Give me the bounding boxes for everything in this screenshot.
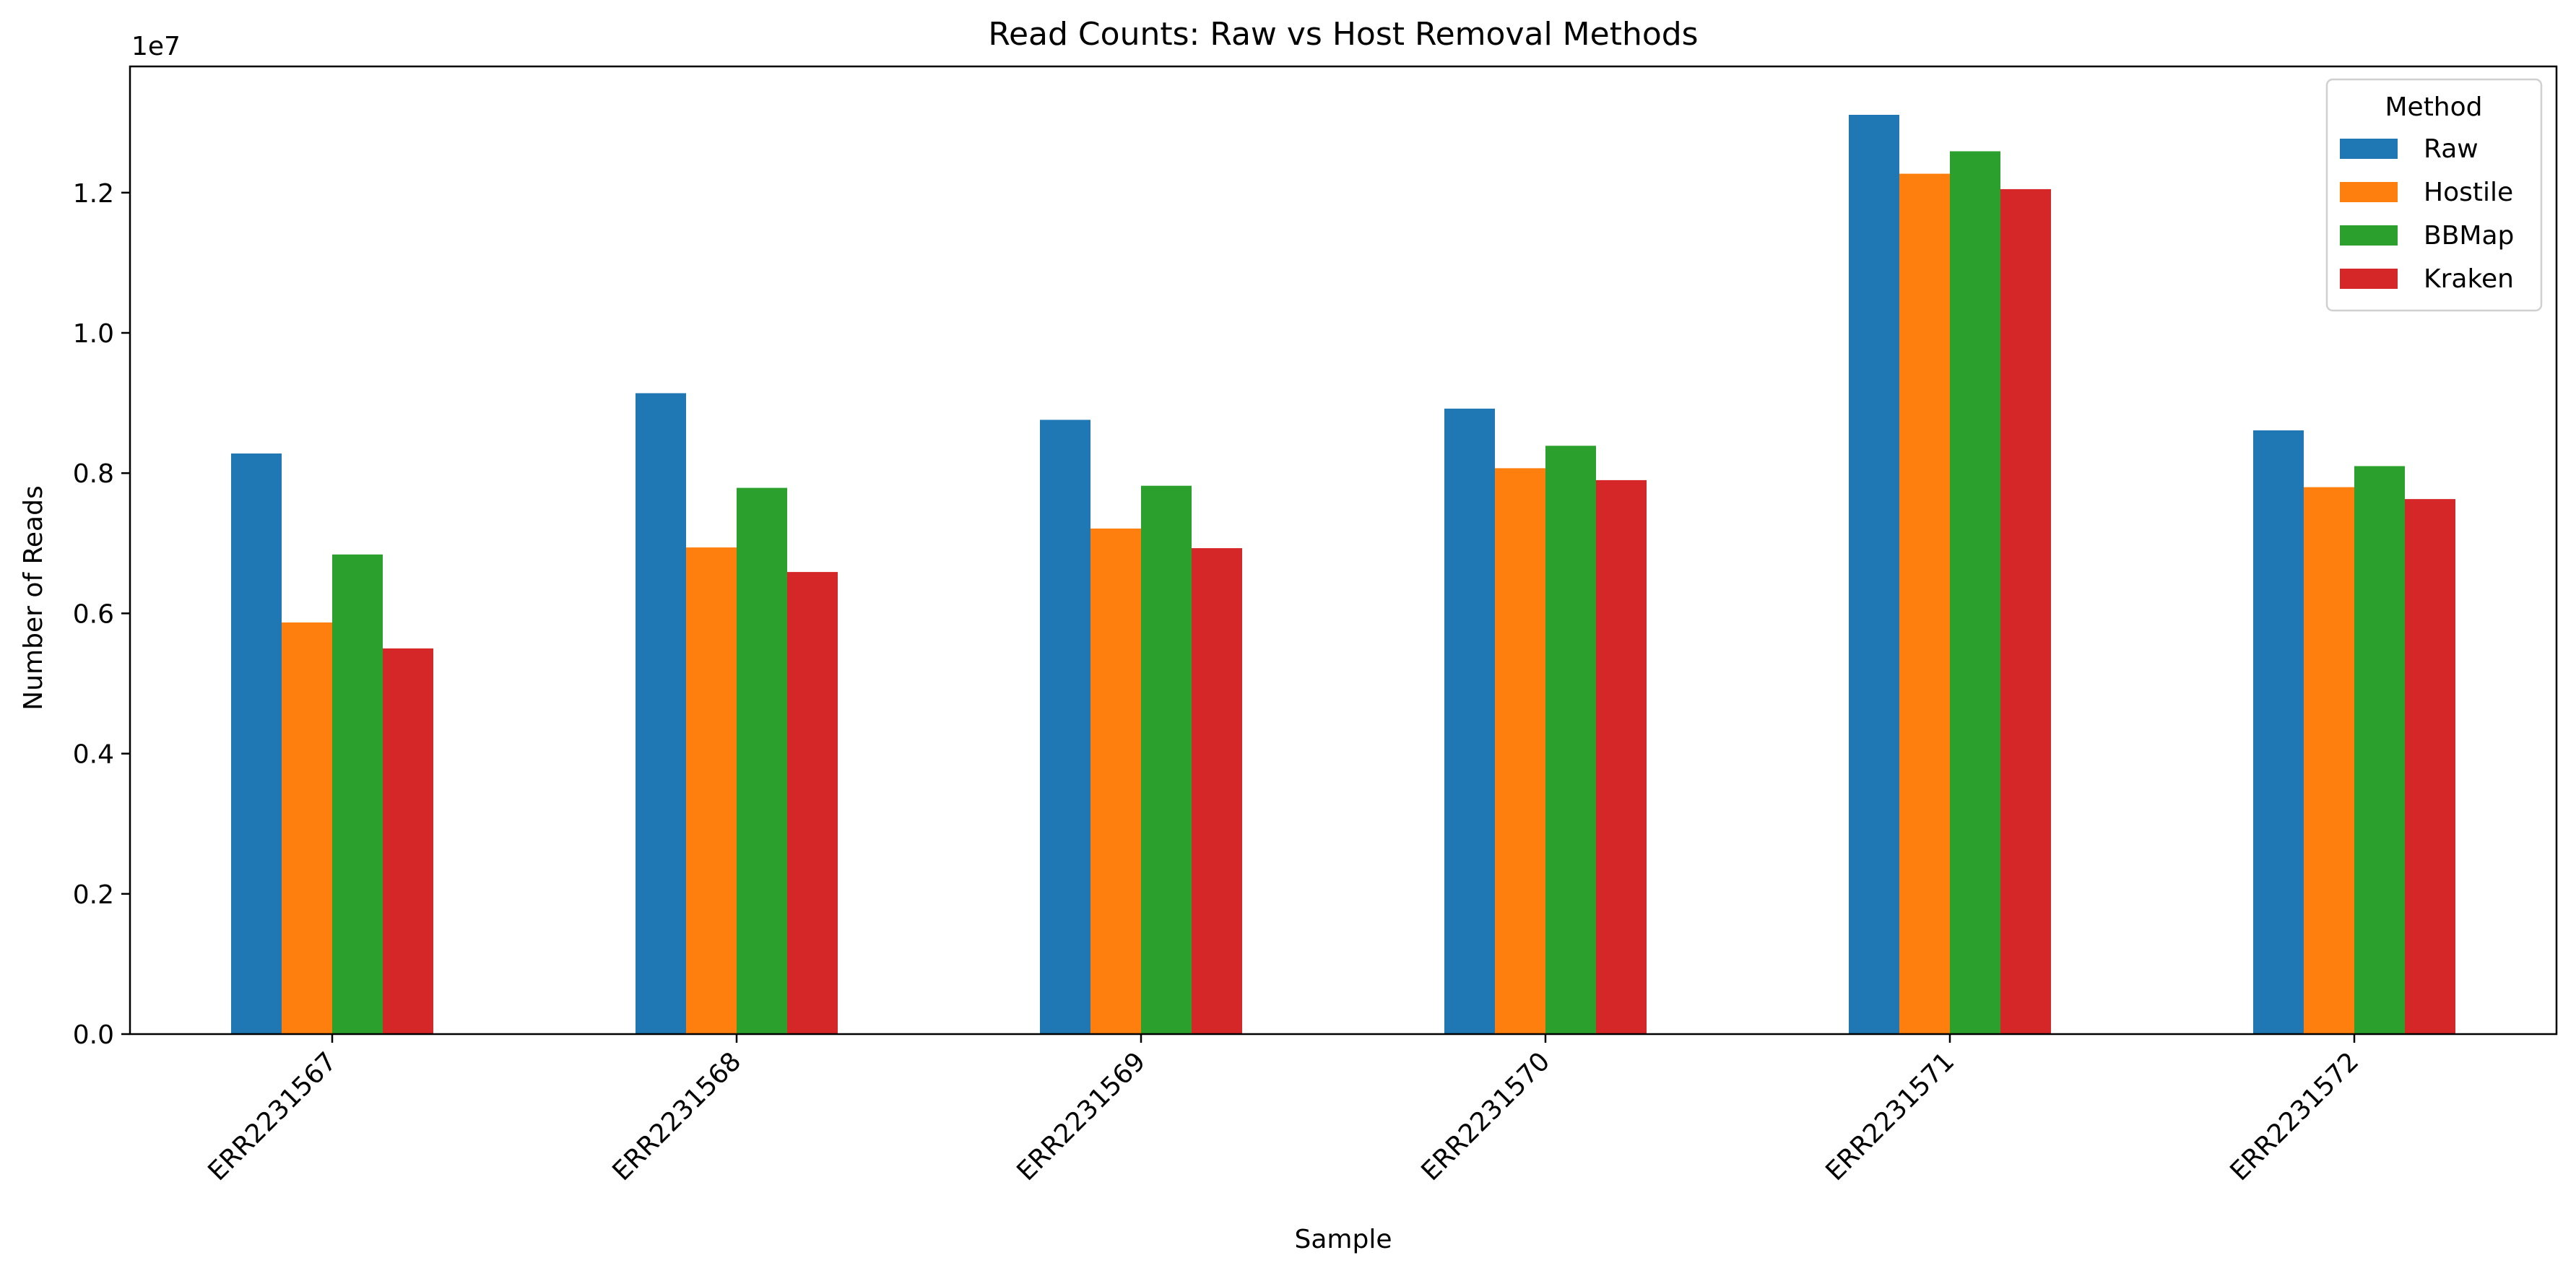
x-tick-label: ERR2231569 [1012, 1046, 1152, 1186]
bar [2405, 499, 2455, 1034]
y-tick-label: 1.0 [73, 319, 114, 349]
legend-title: Method [2385, 92, 2482, 122]
bar [1090, 528, 1141, 1034]
legend-swatch [2340, 139, 2398, 159]
bar [636, 393, 686, 1034]
bar [2000, 188, 2051, 1035]
bar [282, 622, 332, 1034]
y-tick-label: 0.6 [73, 599, 114, 629]
y-tick-label: 0.8 [73, 459, 114, 489]
x-tick-label: ERR2231567 [203, 1046, 343, 1186]
bar [787, 572, 838, 1034]
bar [686, 547, 737, 1034]
y-tick-label: 0.0 [73, 1020, 114, 1050]
y-axis-label: Number of Reads [19, 485, 48, 710]
plot-frame [129, 65, 2558, 1036]
bar [383, 648, 433, 1034]
x-tick-label: ERR2231568 [607, 1046, 747, 1186]
bar [1444, 408, 1495, 1034]
bar [332, 554, 383, 1034]
x-tick-label: ERR2231570 [1416, 1046, 1556, 1186]
legend-swatch [2340, 269, 2398, 289]
bar [2354, 466, 2405, 1034]
bar [1040, 420, 1090, 1034]
y-axis: 0.0 0.2 0.4 0.6 0.8 1.0 1.2 [73, 179, 130, 1050]
bar [1192, 548, 1242, 1034]
legend-label: Kraken [2424, 264, 2514, 294]
legend-label: BBMap [2424, 221, 2514, 251]
bar [2304, 487, 2354, 1034]
y-offset-label: 1e7 [131, 32, 181, 61]
legend: Method Raw Hostile BBMap Kraken [2325, 78, 2543, 312]
y-tick-label: 0.4 [73, 740, 114, 770]
legend-swatch [2340, 225, 2398, 246]
x-tick-label: ERR2231572 [2225, 1046, 2365, 1186]
bar [1596, 479, 1647, 1034]
bar [2253, 430, 2304, 1034]
legend-label: Raw [2424, 134, 2479, 164]
bar [231, 453, 282, 1034]
bar [1899, 173, 1950, 1035]
x-tick-label: ERR2231571 [1821, 1046, 1961, 1186]
y-tick-label: 0.2 [73, 880, 114, 910]
x-axis: ERR2231567 ERR2231568 ERR2231569 ERR2231570… [203, 1034, 2365, 1186]
bar [737, 487, 787, 1034]
legend-swatch [2340, 182, 2398, 202]
legend-label: Hostile [2424, 178, 2513, 207]
bars-group [231, 115, 2455, 1035]
y-tick-label: 1.2 [73, 179, 114, 209]
x-axis-label: Sample [1295, 1225, 1392, 1254]
bar [1950, 151, 2000, 1034]
bar [1495, 468, 1545, 1034]
chart-title: Read Counts: Raw vs Host Removal Methods [988, 16, 1698, 53]
legend-box [2325, 78, 2543, 312]
bar [1849, 115, 1899, 1034]
bar [1545, 446, 1596, 1034]
bar [1141, 485, 1192, 1034]
